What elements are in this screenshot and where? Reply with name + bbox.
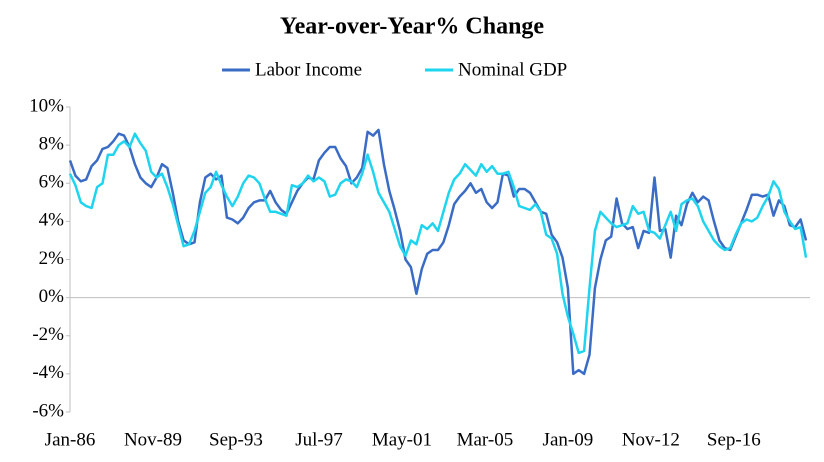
y-tick-label: 6% — [39, 172, 65, 193]
y-tick-label: -4% — [32, 362, 64, 383]
line-series — [68, 132, 808, 355]
x-tick-label: Mar-05 — [457, 429, 514, 450]
y-tick-label: 10% — [29, 95, 64, 116]
y-tick-label: -6% — [32, 400, 64, 421]
x-tick-label: Nov-12 — [622, 429, 680, 450]
legend-label: Labor Income — [255, 59, 362, 80]
x-tick-label: Jan-86 — [45, 429, 96, 450]
y-tick-label: 0% — [39, 286, 65, 307]
legend-label: Nominal GDP — [458, 59, 567, 80]
x-tick-label: Jul-97 — [295, 429, 343, 450]
y-tick-label: -2% — [32, 324, 64, 345]
chart-title: Year-over-Year% Change — [280, 14, 544, 40]
x-tick-label: Sep-16 — [707, 429, 761, 450]
x-tick-label: Jan-09 — [543, 429, 594, 450]
y-tick-label: 2% — [39, 248, 65, 269]
line-series — [68, 128, 808, 376]
y-tick-label: 8% — [39, 133, 65, 154]
y-tick-label: 4% — [39, 210, 65, 231]
x-tick-label: Sep-93 — [209, 429, 263, 450]
x-tick-label: May-01 — [372, 429, 432, 450]
x-tick-label: Nov-89 — [124, 429, 182, 450]
